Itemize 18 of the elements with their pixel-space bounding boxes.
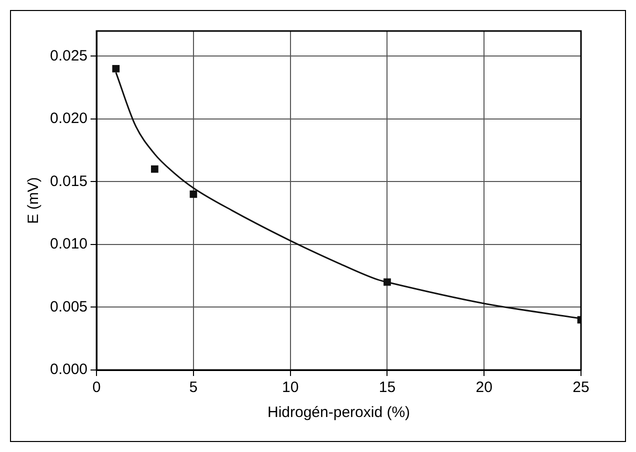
x-tick-label: 0 bbox=[92, 379, 101, 396]
point bbox=[112, 64, 120, 72]
x-axis-title: Hidrogén-peroxid (%) bbox=[267, 404, 410, 422]
x-tick-label: 20 bbox=[476, 379, 492, 396]
y-tick-label: 0.015 bbox=[50, 172, 88, 190]
point bbox=[150, 165, 158, 173]
point bbox=[384, 278, 391, 286]
x-tick-label: 10 bbox=[282, 379, 299, 396]
y-tick-label: 0.000 bbox=[50, 361, 88, 378]
x-tick-label: 5 bbox=[189, 379, 198, 396]
y-axis-title: E (mV) bbox=[25, 177, 42, 224]
y-tick-label: 0.025 bbox=[50, 47, 88, 64]
x-tick-label: 15 bbox=[378, 379, 396, 396]
point bbox=[190, 190, 198, 198]
y-tick-label: 0.020 bbox=[50, 110, 88, 128]
y-tick-label: 0.010 bbox=[50, 236, 88, 253]
y-tick-label: 0.005 bbox=[50, 298, 88, 316]
x-tick-label: 25 bbox=[572, 379, 590, 396]
